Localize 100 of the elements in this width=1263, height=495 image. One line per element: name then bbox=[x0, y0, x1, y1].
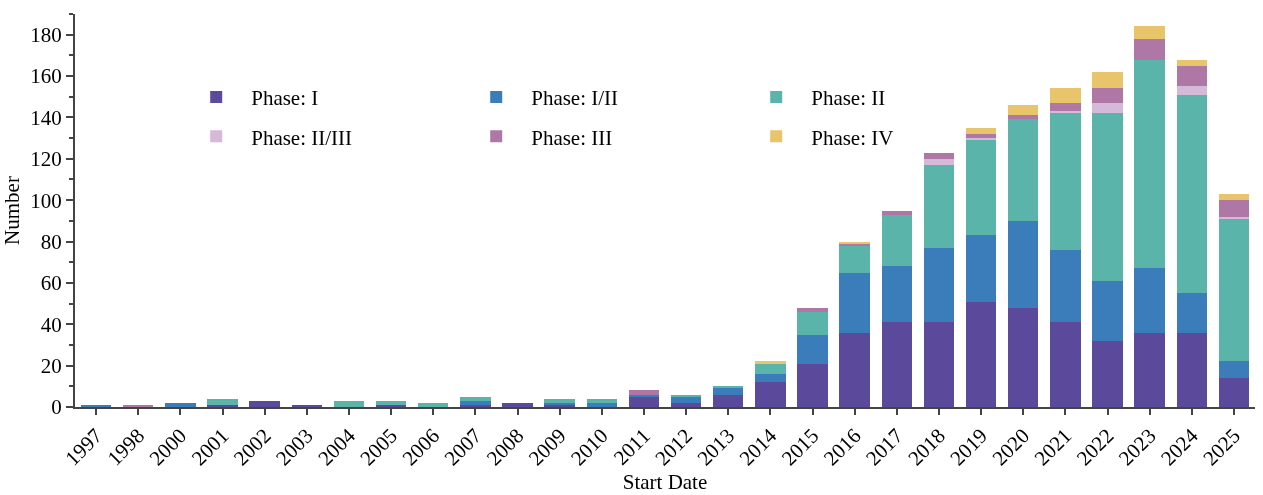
bar bbox=[1050, 113, 1081, 250]
bar bbox=[460, 396, 491, 401]
bar bbox=[1008, 307, 1039, 407]
bar bbox=[670, 396, 702, 403]
y-tick-label: 160 bbox=[30, 64, 62, 89]
legend-label: Phase: IV bbox=[811, 125, 894, 150]
bar bbox=[1176, 65, 1207, 87]
bar bbox=[586, 402, 617, 407]
bar bbox=[544, 398, 575, 403]
bar bbox=[628, 390, 660, 395]
bar bbox=[460, 400, 491, 405]
bar bbox=[1134, 26, 1165, 39]
bar bbox=[923, 247, 955, 323]
y-tick-label: 140 bbox=[30, 105, 62, 130]
bar bbox=[1008, 119, 1039, 221]
bar bbox=[80, 404, 112, 407]
bar bbox=[1176, 59, 1207, 66]
bar bbox=[1008, 105, 1039, 116]
bar bbox=[713, 386, 744, 389]
bar bbox=[1092, 280, 1123, 341]
bar bbox=[839, 272, 870, 333]
bar bbox=[1092, 88, 1123, 103]
y-tick-label: 20 bbox=[40, 353, 62, 378]
bar bbox=[249, 400, 280, 407]
bar bbox=[755, 361, 786, 364]
bar bbox=[881, 210, 912, 215]
legend-label: Phase: I/II bbox=[531, 86, 619, 111]
legend-label: Phase: II bbox=[811, 86, 886, 111]
bar bbox=[713, 394, 744, 407]
bar bbox=[1218, 200, 1250, 217]
y-tick-label: 180 bbox=[30, 23, 62, 48]
bar bbox=[207, 404, 238, 407]
bar bbox=[965, 127, 997, 134]
bar bbox=[1218, 218, 1250, 362]
legend-label: Phase: II/III bbox=[251, 125, 353, 150]
bar bbox=[923, 152, 955, 159]
bar bbox=[1218, 193, 1250, 201]
bar bbox=[1008, 115, 1039, 120]
bar bbox=[1134, 59, 1165, 269]
bar bbox=[1050, 88, 1081, 103]
bar bbox=[1092, 113, 1123, 281]
bar bbox=[965, 235, 997, 302]
bar bbox=[797, 363, 828, 407]
bar bbox=[1092, 102, 1123, 114]
x-axis-title: Start Date bbox=[622, 470, 708, 495]
bar bbox=[1050, 111, 1081, 114]
bar bbox=[165, 402, 196, 407]
bar bbox=[965, 301, 997, 407]
bar bbox=[1134, 38, 1165, 60]
y-tick-label: 80 bbox=[40, 229, 62, 254]
y-tick-label: 40 bbox=[40, 312, 62, 337]
bar bbox=[881, 266, 912, 323]
bar bbox=[923, 322, 955, 407]
bar bbox=[839, 332, 870, 407]
bar bbox=[965, 133, 997, 139]
bar bbox=[755, 363, 786, 374]
bar bbox=[586, 398, 617, 403]
bar bbox=[1176, 332, 1207, 407]
bar bbox=[965, 140, 997, 236]
bar bbox=[291, 404, 322, 407]
bar bbox=[839, 245, 870, 273]
bar bbox=[797, 334, 828, 364]
bar bbox=[755, 382, 786, 407]
bar bbox=[1092, 340, 1123, 407]
bar bbox=[1092, 71, 1123, 89]
bar bbox=[923, 158, 955, 165]
bar bbox=[333, 400, 365, 407]
bar bbox=[1218, 378, 1250, 407]
bar bbox=[797, 307, 828, 312]
bar bbox=[1050, 322, 1081, 407]
bar bbox=[123, 404, 154, 407]
y-tick-label: 60 bbox=[40, 271, 62, 296]
bar bbox=[797, 311, 828, 335]
bar bbox=[923, 164, 955, 248]
bar bbox=[502, 402, 533, 407]
bar bbox=[1176, 86, 1207, 95]
y-tick-label: 100 bbox=[30, 188, 62, 213]
bar bbox=[755, 373, 786, 383]
bar bbox=[1008, 220, 1039, 308]
bar bbox=[375, 400, 407, 405]
bar bbox=[1050, 102, 1081, 112]
bar bbox=[460, 404, 491, 407]
bar bbox=[1134, 268, 1165, 333]
bar bbox=[1050, 249, 1081, 323]
bar bbox=[1218, 216, 1250, 219]
bar bbox=[670, 402, 702, 407]
bar bbox=[713, 388, 744, 395]
bar bbox=[1176, 293, 1207, 333]
y-tick-label: 0 bbox=[51, 395, 62, 420]
bar bbox=[1176, 94, 1207, 294]
bar bbox=[881, 214, 912, 267]
y-axis-title: Number bbox=[0, 176, 24, 245]
bar bbox=[881, 322, 912, 407]
bar bbox=[418, 402, 449, 407]
bar bbox=[375, 404, 407, 407]
bar bbox=[1134, 332, 1165, 407]
bar bbox=[628, 396, 660, 407]
y-tick-label: 120 bbox=[30, 147, 62, 172]
bar bbox=[207, 398, 238, 405]
bar bbox=[628, 394, 660, 397]
